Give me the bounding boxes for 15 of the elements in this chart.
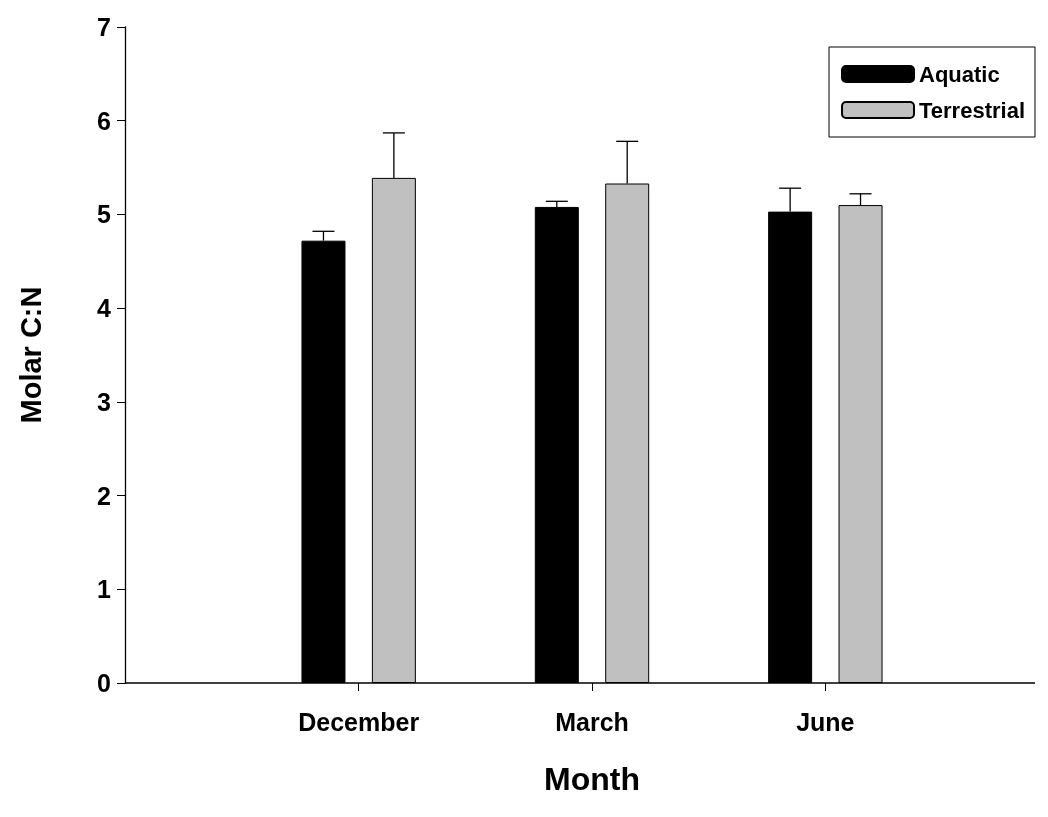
y-tick-label: 4 [97, 294, 112, 323]
x-tick-label: June [796, 707, 855, 736]
y-tick-label: 6 [97, 106, 111, 135]
y-tick-label: 7 [97, 13, 111, 41]
y-tick-label: 1 [97, 575, 112, 604]
legend-label: Aquatic [919, 61, 1000, 87]
x-tick-label: December [298, 707, 420, 736]
x-axis-title: Month [544, 761, 640, 797]
y-axis-title: Molar C:N [14, 286, 47, 424]
y-tick-label: 5 [97, 200, 112, 229]
y-tick-label: 3 [97, 387, 111, 416]
legend-label: Terrestrial [919, 97, 1025, 123]
y-tick-label: 2 [97, 481, 111, 510]
x-tick-label: March [555, 707, 629, 736]
y-tick-label: 0 [97, 669, 111, 697]
